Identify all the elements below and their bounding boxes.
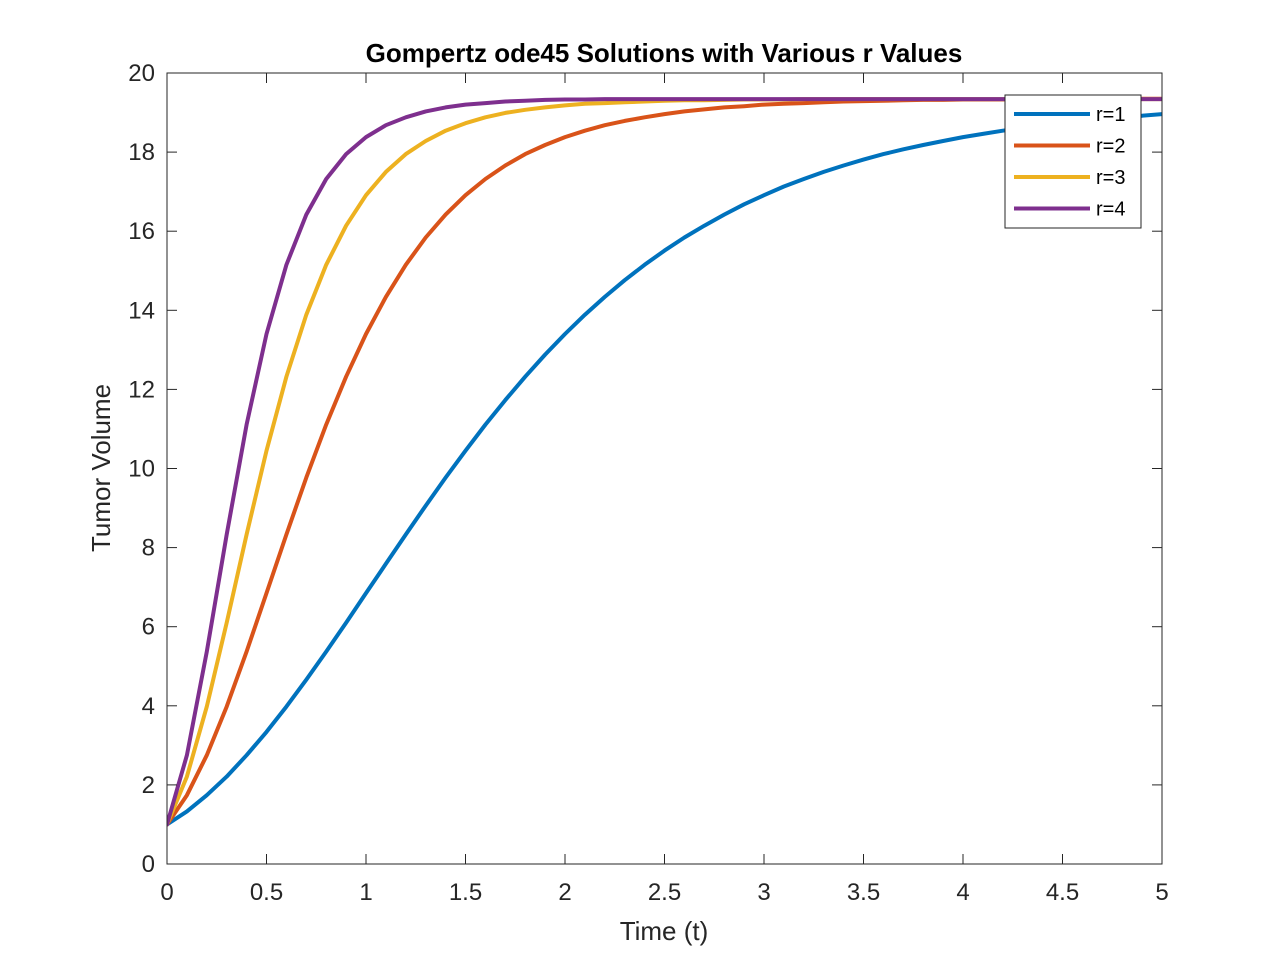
x-tick-label: 3 bbox=[757, 879, 770, 906]
legend-label-3: r=3 bbox=[1096, 167, 1125, 189]
y-tick-label: 8 bbox=[142, 535, 155, 562]
chart-title: Gompertz ode45 Solutions with Various r … bbox=[366, 38, 963, 68]
x-tick-label: 1.5 bbox=[449, 879, 482, 906]
x-tick-label: 2.5 bbox=[648, 879, 681, 906]
x-tick-label: 3.5 bbox=[847, 879, 880, 906]
legend: r=1 r=2 r=3 r=4 bbox=[1004, 94, 1142, 229]
y-tick-label: 20 bbox=[128, 60, 155, 87]
x-axis-label: Time (t) bbox=[620, 916, 709, 946]
y-tick-label: 14 bbox=[128, 297, 155, 324]
y-tick-label: 16 bbox=[128, 218, 155, 245]
x-tick-label: 2 bbox=[558, 879, 571, 906]
plot-area bbox=[167, 73, 1162, 864]
y-tick-label: 12 bbox=[128, 376, 155, 403]
y-tick-label: 6 bbox=[142, 614, 155, 641]
series-line-1 bbox=[167, 112, 1162, 827]
y-axis-label: Tumor Volume bbox=[86, 384, 116, 552]
x-tick-label: 4.5 bbox=[1046, 879, 1079, 906]
x-tick-label: 0 bbox=[160, 879, 173, 906]
x-tick-label: 1 bbox=[359, 879, 372, 906]
axes-box bbox=[166, 72, 1163, 865]
y-tick-labels: 0 2 4 6 8 10 12 14 16 18 20 bbox=[128, 60, 155, 878]
y-tick-label: 18 bbox=[128, 139, 155, 166]
y-tick-label: 2 bbox=[142, 772, 155, 799]
legend-label-1: r=1 bbox=[1096, 104, 1125, 126]
y-tick-label: 0 bbox=[142, 851, 155, 878]
x-tick-label: 5 bbox=[1155, 879, 1168, 906]
y-tick-label: 4 bbox=[142, 693, 155, 720]
x-tick-label: 0.5 bbox=[250, 879, 283, 906]
legend-box bbox=[1004, 94, 1142, 229]
series-line-4 bbox=[167, 97, 1162, 827]
legend-label-2: r=2 bbox=[1096, 136, 1125, 158]
y-tick-label: 10 bbox=[128, 456, 155, 483]
legend-label-4: r=4 bbox=[1096, 199, 1125, 221]
x-tick-labels: 0 0.5 1 1.5 2 2.5 3 3.5 4 4.5 5 bbox=[160, 879, 1168, 906]
x-tick-label: 4 bbox=[956, 879, 969, 906]
series-lines bbox=[167, 96, 1162, 827]
